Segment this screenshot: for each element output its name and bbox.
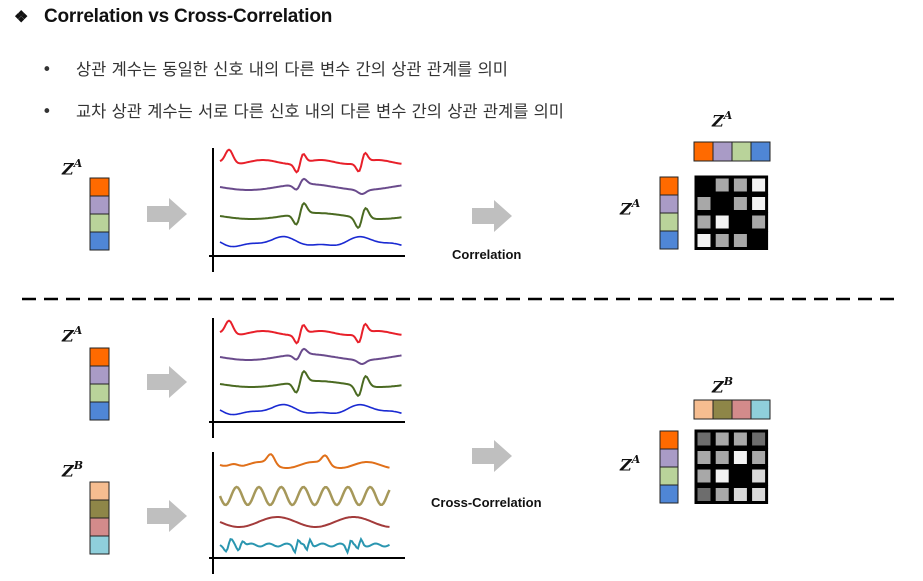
cross-matrix-cell-3-0 — [694, 485, 714, 504]
za-vector-top-cell-3 — [89, 231, 110, 251]
diamond-bullet-icon: ❖ — [14, 9, 29, 26]
zb-vector-bottom-cell-2 — [89, 517, 110, 537]
za-vector-bottom-cell-2 — [89, 383, 110, 403]
za-vector-matrix-top-cell-0 — [693, 141, 714, 162]
cross-matrix-cell-0-0 — [694, 429, 714, 449]
signal-b-1 — [218, 485, 391, 507]
za-label-matrix-top: ZA — [712, 109, 733, 131]
za-vector-matrix-side-bottom-cell-3 — [659, 484, 679, 504]
zb-vector-matrix-top-cell-2 — [731, 399, 752, 420]
arrow-right-icon — [472, 200, 512, 232]
signal-a-top-3 — [219, 235, 402, 248]
za-label-matrix-side-bottom: ZA — [620, 453, 641, 475]
page-title: ❖ Correlation vs Cross-Correlation — [14, 6, 332, 28]
arrow-right-icon — [147, 366, 187, 398]
za-label-top: ZA — [62, 157, 83, 179]
za-vector-bottom-cell-3 — [89, 401, 110, 421]
corr-matrix-cell-2-2 — [730, 212, 750, 232]
za-vector-matrix-side-bottom-cell-1 — [659, 448, 679, 468]
signal-a-bottom-2 — [219, 369, 402, 398]
corr-matrix-cell-3-0 — [694, 231, 714, 250]
signal-a-bottom-3 — [219, 403, 402, 416]
bullet-item-correlation: • 상관 계수는 동일한 신호 내의 다른 변수 간의 상관 관계를 의미 — [42, 56, 508, 80]
cross-matrix-cell-3-1 — [712, 485, 732, 504]
arrow-right-icon — [472, 440, 512, 472]
bullet-text: 교차 상관 계수는 서로 다른 신호 내의 다른 변수 간의 상관 관계를 의미 — [76, 102, 564, 121]
za-label-bottom: ZA — [62, 324, 83, 346]
za-vector-top-cell-1 — [89, 195, 110, 215]
correlation-caption: Correlation — [452, 247, 522, 262]
za-vector-matrix-side-bottom-cell-0 — [659, 430, 679, 450]
zb-vector-bottom-cell-3 — [89, 535, 110, 555]
za-vector-top-cell-0 — [89, 177, 110, 197]
za-vector-matrix-top-cell-3 — [750, 141, 771, 162]
bullet-text: 상관 계수는 동일한 신호 내의 다른 변수 간의 상관 관계를 의미 — [76, 60, 508, 79]
zb-vector-matrix-top-cell-3 — [750, 399, 771, 420]
corr-matrix-cell-1-0 — [694, 194, 714, 213]
cross-matrix-cell-2-1 — [712, 466, 732, 486]
za-vector-matrix-side-bottom-cell-2 — [659, 466, 679, 486]
cross-correlation-caption: Cross-Correlation — [431, 495, 542, 510]
za-vector-matrix-top-cell-2 — [731, 141, 752, 162]
za-vector-bottom-cell-1 — [89, 365, 110, 385]
signal-a-top-2 — [219, 201, 402, 230]
za-label-matrix-side: ZA — [620, 197, 641, 219]
corr-matrix-cell-3-3 — [749, 231, 769, 250]
bullet-dot-icon: • — [42, 60, 52, 79]
za-vector-matrix-side-cell-1 — [659, 194, 679, 214]
corr-matrix-cell-1-1 — [712, 194, 732, 213]
corr-matrix-cell-2-0 — [694, 212, 714, 232]
signal-a-bottom-1 — [219, 347, 402, 366]
cross-matrix-cell-2-0 — [694, 466, 714, 486]
za-vector-matrix-side-cell-0 — [659, 176, 679, 196]
corr-matrix-cell-2-3 — [749, 212, 769, 232]
signal-b-2 — [219, 516, 390, 528]
zb-label-bottom: ZB — [62, 459, 83, 481]
za-vector-top-cell-2 — [89, 213, 110, 233]
corr-matrix-cell-0-2 — [730, 175, 750, 195]
za-vector-matrix-side-cell-2 — [659, 212, 679, 232]
title-text: Correlation vs Cross-Correlation — [44, 6, 333, 27]
corr-matrix-cell-0-3 — [749, 175, 769, 195]
corr-matrix-cell-3-1 — [712, 231, 732, 250]
cross-matrix-cell-1-1 — [712, 448, 732, 467]
bullet-item-cross-correlation: • 교차 상관 계수는 서로 다른 신호 내의 다른 변수 간의 상관 관계를 의… — [42, 98, 564, 122]
zb-vector-bottom-cell-1 — [89, 499, 110, 519]
arrow-right-icon — [147, 198, 187, 230]
zb-label-matrix-top: ZB — [712, 375, 733, 397]
corr-matrix-cell-2-1 — [712, 212, 732, 232]
signal-a-top-1 — [219, 177, 402, 196]
cross-matrix-cell-2-3 — [749, 466, 769, 486]
bullet-dot-icon: • — [42, 102, 52, 121]
cross-matrix-cell-1-3 — [749, 448, 769, 467]
corr-matrix-cell-1-3 — [749, 194, 769, 213]
signal-a-bottom-0 — [219, 319, 402, 345]
cross-matrix-cell-0-3 — [749, 429, 769, 449]
cross-matrix-cell-0-1 — [712, 429, 732, 449]
cross-matrix-cell-3-3 — [749, 485, 769, 504]
arrow-right-icon — [147, 500, 187, 532]
corr-matrix-cell-0-0 — [694, 175, 714, 195]
zb-vector-matrix-top-cell-0 — [693, 399, 714, 420]
za-vector-matrix-side-cell-3 — [659, 230, 679, 250]
cross-matrix-cell-2-2 — [730, 466, 750, 486]
zb-vector-bottom-cell-0 — [89, 481, 110, 501]
cross-matrix-cell-1-2 — [730, 448, 750, 467]
signal-b-3 — [219, 536, 390, 555]
signal-b-0 — [219, 453, 390, 469]
corr-matrix-cell-3-2 — [730, 231, 750, 250]
za-vector-matrix-top-cell-1 — [712, 141, 733, 162]
cross-matrix-cell-0-2 — [730, 429, 750, 449]
signal-a-top-0 — [219, 148, 402, 174]
cross-matrix-cell-3-2 — [730, 485, 750, 504]
corr-matrix-cell-0-1 — [712, 175, 732, 195]
zb-vector-matrix-top-cell-1 — [712, 399, 733, 420]
za-vector-bottom-cell-0 — [89, 347, 110, 367]
corr-matrix-cell-1-2 — [730, 194, 750, 213]
cross-matrix-cell-1-0 — [694, 448, 714, 467]
